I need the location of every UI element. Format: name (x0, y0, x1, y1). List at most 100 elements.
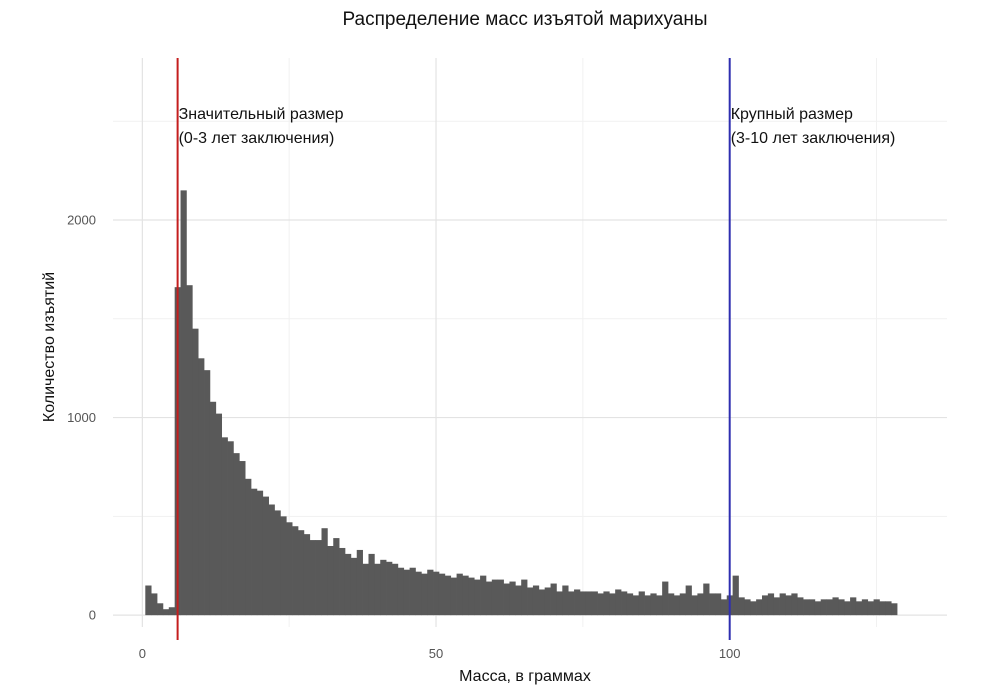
histogram-bar (861, 599, 869, 616)
histogram-bar (550, 583, 557, 616)
histogram-bar (391, 563, 399, 616)
histogram-bar (826, 599, 833, 616)
histogram-bar (591, 591, 598, 616)
histogram-bar (456, 573, 463, 616)
histogram-bar (844, 601, 851, 616)
histogram-bar (438, 573, 446, 616)
histogram-bar (720, 599, 728, 616)
histogram-bar (803, 599, 810, 616)
histogram-bar (697, 593, 704, 616)
histogram-bar (850, 597, 857, 616)
histogram-bar (374, 563, 381, 616)
histogram-bar (274, 510, 281, 616)
histogram-bar (262, 496, 269, 616)
histogram-bar (321, 528, 328, 616)
histogram-bar (632, 595, 640, 616)
x-tick-label: 0 (139, 646, 146, 661)
histogram-bar (744, 599, 751, 616)
histogram-bar (527, 587, 534, 616)
histogram-bar (162, 609, 170, 616)
histogram-bar (468, 577, 475, 616)
x-tick-label: 100 (719, 646, 741, 661)
histogram-bar (180, 190, 187, 616)
histogram-bar (808, 599, 816, 616)
histogram-bar (638, 591, 645, 616)
histogram-bar (298, 530, 305, 616)
histogram-bar (491, 579, 499, 616)
histogram-bar (497, 579, 504, 616)
threshold-lines: Значительный размер (0-3 лет заключения) К… (176, 58, 896, 640)
histogram-bar (403, 569, 410, 616)
histogram-bar (151, 593, 158, 616)
histogram-bar (621, 591, 628, 616)
histogram-bar (732, 575, 739, 616)
histogram-bar (521, 579, 528, 616)
histogram-bar (673, 595, 681, 616)
threshold-label-line2: (3-10 лет заключения) (731, 130, 896, 147)
histogram-bar (480, 575, 487, 616)
histogram-bar (597, 593, 604, 616)
histogram-bar (198, 358, 205, 616)
histogram-bar (891, 603, 898, 616)
histogram-bar (626, 593, 634, 616)
histogram-bar (867, 601, 874, 616)
histogram-bar (750, 601, 757, 616)
histogram-bars (145, 190, 898, 616)
histogram-bar (814, 601, 822, 616)
histogram-bar (691, 595, 698, 616)
histogram-bar (415, 571, 422, 616)
histogram-bar (685, 585, 692, 616)
histogram-bar (280, 516, 287, 616)
histogram-bar (145, 585, 152, 616)
histogram-bar (292, 526, 299, 616)
histogram-bar (532, 585, 540, 616)
histogram-bar (873, 599, 880, 616)
histogram-bar (574, 589, 581, 616)
histogram-bar (227, 441, 234, 616)
histogram-bar (568, 591, 575, 616)
x-tick-label: 50 (429, 646, 443, 661)
histogram-bar (427, 569, 434, 616)
histogram-bar (538, 589, 546, 616)
histogram-bar (286, 522, 293, 616)
histogram-bar (503, 583, 510, 616)
histogram-bar (603, 591, 610, 616)
histogram-bar (309, 540, 316, 616)
histogram-bar (668, 593, 675, 616)
histogram-bar (339, 547, 346, 616)
histogram-bar (773, 597, 780, 616)
histogram-bar (609, 593, 616, 616)
histogram-bar (797, 597, 804, 616)
histogram-bar (509, 581, 516, 616)
histogram-bar (820, 599, 827, 616)
histogram-bar (579, 591, 587, 616)
histogram-bar (474, 579, 481, 616)
histogram-bar (485, 581, 493, 616)
histogram-bar (756, 599, 763, 616)
histogram-bar (409, 567, 416, 616)
histogram-bar (650, 593, 657, 616)
histogram-bar (556, 591, 563, 616)
histogram-bar (215, 413, 223, 616)
histogram-bar (879, 601, 886, 616)
histogram-bar (268, 504, 275, 616)
histogram-bar (885, 601, 892, 616)
histogram-bar (209, 401, 217, 616)
histogram-bar (444, 575, 452, 616)
histogram-bar (386, 561, 393, 616)
y-tick-label: 1000 (67, 410, 96, 425)
histogram-bar (791, 593, 798, 616)
histogram-bar (204, 370, 211, 616)
threshold-label-line1: Значительный размер (179, 106, 344, 123)
histogram-bar (450, 577, 457, 616)
threshold-label-line2: (0-3 лет заключения) (179, 130, 335, 147)
histogram-bar (433, 571, 440, 616)
histogram-bar (315, 540, 322, 616)
histogram-bar (838, 599, 845, 616)
y-axis-title: Количество изъятий (41, 272, 58, 422)
histogram-bar (709, 593, 716, 616)
histogram-bar (715, 593, 722, 616)
histogram-bar (656, 595, 663, 616)
histogram-bar (855, 601, 863, 616)
